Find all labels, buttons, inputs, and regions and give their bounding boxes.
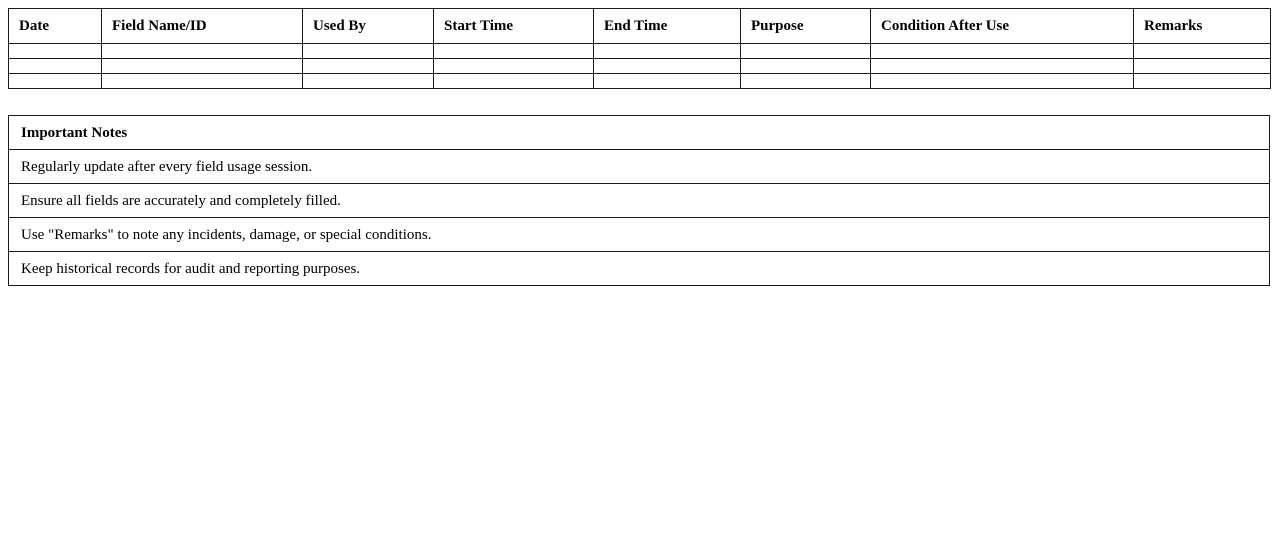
cell-date[interactable] (8, 73, 102, 89)
column-header-purpose: Purpose (740, 8, 871, 44)
table-header-row: Date Field Name/ID Used By Start Time En… (8, 8, 1271, 44)
field-usage-log-table-container: Date Field Name/ID Used By Start Time En… (8, 8, 1271, 89)
cell-remarks[interactable] (1133, 73, 1271, 89)
column-header-end-time: End Time (593, 8, 741, 44)
cell-end-time[interactable] (593, 58, 741, 74)
column-header-condition-after-use: Condition After Use (870, 8, 1134, 44)
important-notes-table: Important Notes Regularly update after e… (8, 115, 1270, 286)
cell-field-name-id[interactable] (101, 43, 303, 59)
cell-purpose[interactable] (740, 73, 871, 89)
cell-used-by[interactable] (302, 58, 434, 74)
important-notes-body: Important Notes Regularly update after e… (8, 115, 1270, 286)
list-item: Regularly update after every field usage… (8, 149, 1270, 184)
cell-end-time[interactable] (593, 73, 741, 89)
table-body (8, 43, 1271, 89)
cell-field-name-id[interactable] (101, 58, 303, 74)
cell-start-time[interactable] (433, 43, 594, 59)
cell-used-by[interactable] (302, 73, 434, 89)
list-item: Use "Remarks" to note any incidents, dam… (8, 217, 1270, 252)
notes-title-row: Important Notes (8, 115, 1270, 150)
column-header-field-name-id: Field Name/ID (101, 8, 303, 44)
column-header-start-time: Start Time (433, 8, 594, 44)
table-row[interactable] (8, 43, 1271, 59)
cell-remarks[interactable] (1133, 58, 1271, 74)
table-row[interactable] (8, 58, 1271, 74)
cell-remarks[interactable] (1133, 43, 1271, 59)
cell-used-by[interactable] (302, 43, 434, 59)
cell-condition-after-use[interactable] (870, 58, 1134, 74)
table-header: Date Field Name/ID Used By Start Time En… (8, 8, 1271, 44)
cell-condition-after-use[interactable] (870, 43, 1134, 59)
cell-purpose[interactable] (740, 43, 871, 59)
note-item-1: Regularly update after every field usage… (8, 149, 1270, 184)
cell-date[interactable] (8, 43, 102, 59)
important-notes-container: Important Notes Regularly update after e… (8, 115, 1270, 286)
important-notes-title: Important Notes (8, 115, 1270, 150)
table-row[interactable] (8, 73, 1271, 89)
cell-condition-after-use[interactable] (870, 73, 1134, 89)
list-item: Keep historical records for audit and re… (8, 251, 1270, 286)
note-item-3: Use "Remarks" to note any incidents, dam… (8, 217, 1270, 252)
column-header-remarks: Remarks (1133, 8, 1271, 44)
column-header-used-by: Used By (302, 8, 434, 44)
note-item-2: Ensure all fields are accurately and com… (8, 183, 1270, 218)
cell-start-time[interactable] (433, 73, 594, 89)
cell-end-time[interactable] (593, 43, 741, 59)
cell-purpose[interactable] (740, 58, 871, 74)
note-item-4: Keep historical records for audit and re… (8, 251, 1270, 286)
list-item: Ensure all fields are accurately and com… (8, 183, 1270, 218)
field-usage-log-table: Date Field Name/ID Used By Start Time En… (8, 8, 1271, 89)
cell-date[interactable] (8, 58, 102, 74)
cell-start-time[interactable] (433, 58, 594, 74)
cell-field-name-id[interactable] (101, 73, 303, 89)
column-header-date: Date (8, 8, 102, 44)
